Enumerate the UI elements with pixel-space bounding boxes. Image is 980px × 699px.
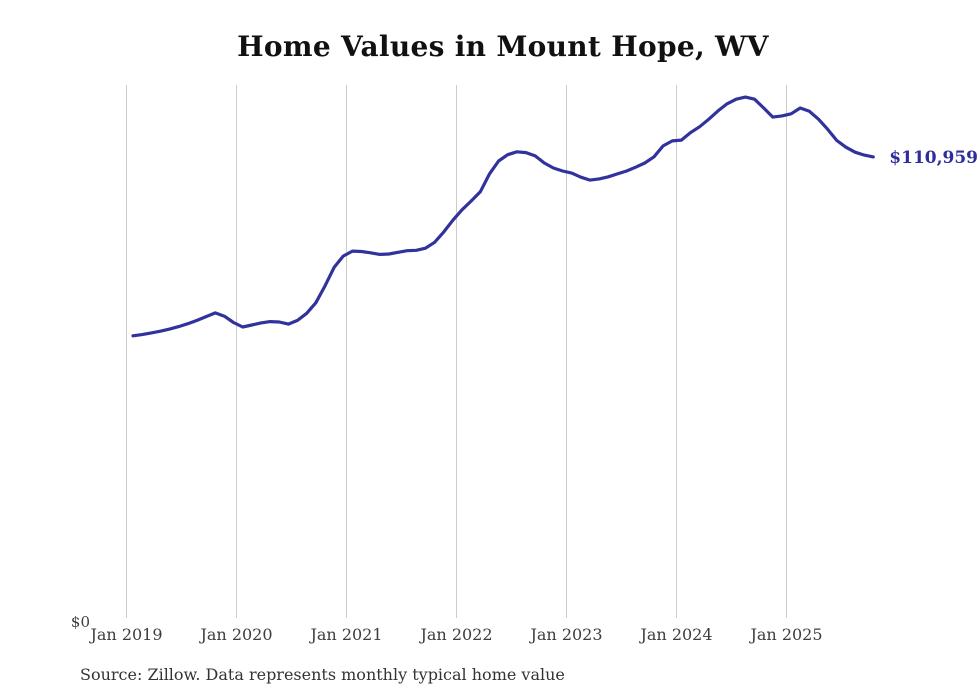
x-tick-label: Jan 2020 — [198, 625, 272, 644]
chart-title: Home Values in Mount Hope, WV — [237, 30, 769, 63]
value-end-label: $110,959 — [889, 148, 978, 168]
source-note: Source: Zillow. Data represents monthly … — [80, 665, 565, 684]
x-tick-label: Jan 2024 — [638, 625, 712, 644]
gridlines-group — [126, 85, 787, 618]
x-tick-label: Jan 2023 — [528, 625, 602, 644]
value-line — [131, 95, 875, 338]
y-axis-zero-label: $0 — [71, 613, 90, 631]
x-tick-label: Jan 2025 — [748, 625, 822, 644]
chart-svg: Jan 2019 Jan 2020 Jan 2021 Jan 2022 Jan 2023… — [71, 85, 978, 644]
x-tick-label: Jan 2019 — [88, 625, 162, 644]
y-axis-labels-group: $0 — [71, 613, 90, 631]
x-axis-labels-group: Jan 2019 Jan 2020 Jan 2021 Jan 2022 Jan 2023… — [88, 625, 822, 644]
x-tick-label: Jan 2021 — [308, 625, 382, 644]
x-tick-label: Jan 2022 — [418, 625, 492, 644]
